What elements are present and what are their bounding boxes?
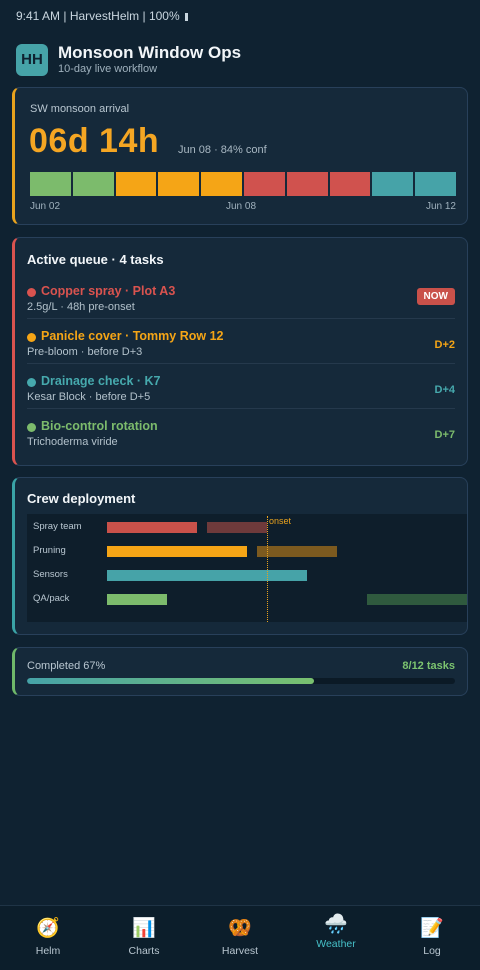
nav-label: Weather <box>316 938 356 950</box>
forecast-day-segment <box>286 172 328 196</box>
forecast-day-segment <box>415 172 456 196</box>
nav-item-weather[interactable]: 🌧️ Weather <box>288 906 384 970</box>
priority-dot-icon <box>27 288 36 297</box>
task-detail: Trichoderma viride <box>27 436 118 448</box>
arrival-label: SW monsoon arrival <box>30 103 130 115</box>
memo-icon: 📝 <box>420 918 444 939</box>
priority-dot-icon <box>27 333 36 342</box>
task-title: Copper spray · Plot A3 <box>41 284 176 298</box>
task-item[interactable]: Copper spray · Plot A3 2.5g/L · 48h pre-… <box>27 280 455 325</box>
crew-row-label: QA/pack <box>33 593 70 604</box>
task-title: Drainage check · K7 <box>41 374 161 388</box>
qa-pack-bar-after <box>367 594 467 605</box>
axis-mid-label: Jun 08 <box>226 201 257 212</box>
divider <box>27 318 455 319</box>
task-item[interactable]: Panicle cover · Tommy Row 12 Pre-bloom ·… <box>27 325 455 370</box>
task-due: D+4 <box>434 384 456 396</box>
completion-count: 8/12 tasks <box>402 660 455 672</box>
onset-marker <box>267 516 268 622</box>
axis-end-label: Jun 12 <box>425 201 456 212</box>
forecast-day-segment <box>243 172 285 196</box>
completion-progress-fill <box>27 678 314 684</box>
app-header: HH Monsoon Window Ops 10-day live workfl… <box>16 43 241 76</box>
priority-dot-icon <box>27 423 36 432</box>
forecast-day-segment <box>115 172 157 196</box>
crew-row-label: Pruning <box>33 545 66 556</box>
spray-team-bar <box>107 522 197 533</box>
crew-row-label: Sensors <box>33 569 68 580</box>
nav-label: Charts <box>128 945 160 957</box>
task-due: D+7 <box>434 429 456 441</box>
forecast-day-segment <box>201 172 242 196</box>
arrival-meta: Jun 08 · 84% conf <box>178 144 267 156</box>
nav-item-charts[interactable]: 📊 Charts <box>96 906 192 970</box>
sensors-bar <box>107 570 307 581</box>
forecast-day-segment <box>30 172 71 196</box>
arrival-countdown: 06d 14h <box>29 122 160 160</box>
qa-pack-bar <box>107 594 167 605</box>
queue-header: Active queue · 4 tasks <box>27 252 164 267</box>
rain-cloud-icon: 🌧️ <box>324 914 348 935</box>
status-text: 9:41 AM | HarvestHelm | 100% <box>16 9 180 23</box>
completion-card: Completed 67% 8/12 tasks <box>12 647 468 696</box>
forecast-day-segment <box>329 172 371 196</box>
compass-icon: 🧭 <box>36 918 60 939</box>
completion-progress-track <box>27 678 455 684</box>
crew-gantt: Spray team Pruning Sensors QA/pack onset <box>27 514 467 622</box>
spray-team-bar-after <box>207 522 267 533</box>
pruning-bar-after <box>257 546 337 557</box>
crew-deployment-card: Crew deployment Spray team Pruning Senso… <box>12 477 468 635</box>
crew-header: Crew deployment <box>27 491 136 506</box>
nav-label: Helm <box>35 945 61 957</box>
task-item[interactable]: Drainage check · K7 Kesar Block · before… <box>27 370 455 415</box>
nav-item-harvest[interactable]: 🥨 Harvest <box>192 906 288 970</box>
axis-start-label: Jun 02 <box>30 201 61 212</box>
task-title: Panicle cover · Tommy Row 12 <box>41 329 224 343</box>
bottom-nav: 🧭 Helm 📊 Charts 🥨 Harvest 🌧️ Weather 📝 L… <box>0 905 480 970</box>
bar-chart-icon: 📊 <box>132 918 156 939</box>
forecast-day-segment <box>372 172 414 196</box>
task-detail: Kesar Block · before D+5 <box>27 391 151 403</box>
task-title: Bio-control rotation <box>41 419 158 433</box>
task-detail: 2.5g/L · 48h pre-onset <box>27 301 135 313</box>
nav-label: Log <box>423 945 441 957</box>
forecast-day-segment <box>158 172 200 196</box>
pruning-bar <box>107 546 247 557</box>
task-due-badge: NOW <box>416 288 455 305</box>
task-item[interactable]: Bio-control rotation Trichoderma viride … <box>27 415 455 460</box>
battery-icon <box>184 12 188 21</box>
app-title: Monsoon Window Ops <box>58 43 242 62</box>
crew-row-label: Spray team <box>33 521 82 532</box>
app-logo: HH <box>16 43 48 76</box>
divider <box>27 408 455 409</box>
nav-label: Harvest <box>221 945 259 957</box>
forecast-day-segment <box>72 172 114 196</box>
task-due: D+2 <box>434 339 456 351</box>
divider <box>27 363 455 364</box>
priority-dot-icon <box>27 378 36 387</box>
app-subtitle: 10-day live workflow <box>58 63 158 75</box>
nav-item-helm[interactable]: 🧭 Helm <box>0 906 96 970</box>
status-bar: 9:41 AM | HarvestHelm | 100% <box>16 9 188 23</box>
forecast-timeline-bar <box>30 172 456 196</box>
monsoon-arrival-card[interactable]: SW monsoon arrival 06d 14h Jun 08 · 84% … <box>12 87 468 225</box>
onset-label: onset <box>269 516 292 526</box>
completion-label: Completed 67% <box>27 660 106 672</box>
nav-item-log[interactable]: 📝 Log <box>384 906 480 970</box>
active-queue-card: Active queue · 4 tasks Copper spray · Pl… <box>12 237 468 466</box>
task-detail: Pre-bloom · before D+3 <box>27 346 143 358</box>
pretzel-icon: 🥨 <box>228 918 252 939</box>
